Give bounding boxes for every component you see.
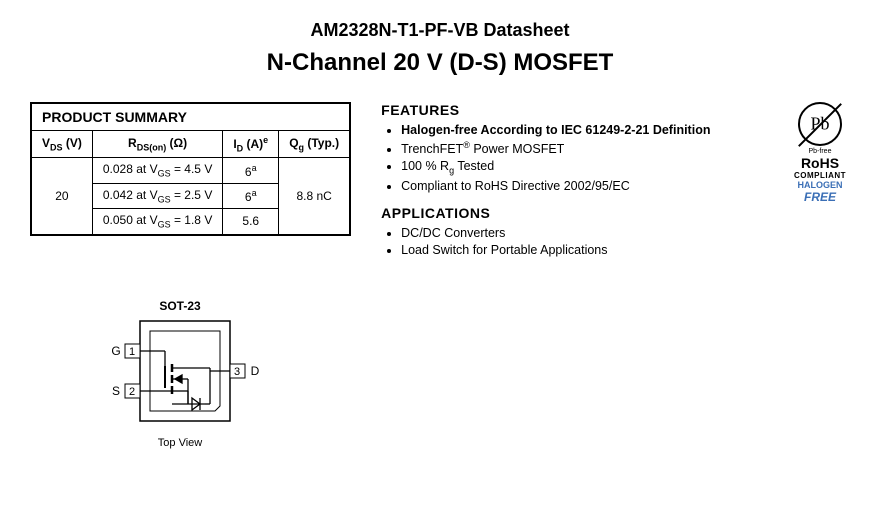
title-part-number: AM2328N-T1-PF-VB Datasheet bbox=[30, 20, 850, 41]
col-id: ID (A)e bbox=[223, 131, 279, 158]
col-rds: RDS(on) (Ω) bbox=[92, 131, 222, 158]
package-diagram: 1 G 2 S 3 D bbox=[110, 316, 270, 431]
pin1-label: G bbox=[111, 344, 120, 358]
pin2-label: S bbox=[112, 384, 120, 398]
list-item: TrenchFET® Power MOSFET bbox=[401, 140, 770, 156]
list-item: DC/DC Converters bbox=[401, 226, 770, 240]
qg-value: 8.8 nC bbox=[279, 158, 350, 235]
title-device-type: N-Channel 20 V (D-S) MOSFET bbox=[30, 49, 850, 77]
pin3-label: D bbox=[251, 364, 260, 378]
rds-cell: 0.050 at VGS = 1.8 V bbox=[92, 209, 222, 235]
pbfree-label: Pb-free bbox=[790, 148, 850, 155]
pin2-num: 2 bbox=[129, 386, 135, 398]
halogen-label: HALOGEN bbox=[790, 180, 850, 190]
table-title: PRODUCT SUMMARY bbox=[31, 103, 350, 131]
compliant-label: COMPLIANT bbox=[790, 171, 850, 180]
applications-header: APPLICATIONS bbox=[381, 205, 770, 221]
package-caption: Top View bbox=[110, 437, 250, 449]
pb-free-icon: Pb bbox=[798, 102, 842, 146]
list-item: 100 % Rg Tested bbox=[401, 159, 770, 176]
rds-cell: 0.042 at VGS = 2.5 V bbox=[92, 183, 222, 208]
id-cell: 5.6 bbox=[223, 209, 279, 235]
package-name: SOT-23 bbox=[110, 299, 250, 313]
id-cell: 6a bbox=[223, 183, 279, 208]
features-list: Halogen-free According to IEC 61249-2-21… bbox=[381, 123, 770, 193]
pin1-num: 1 bbox=[129, 346, 135, 358]
rohs-label: RoHS bbox=[790, 155, 850, 171]
features-header: FEATURES bbox=[381, 102, 770, 118]
compliance-badges: Pb Pb-free RoHS COMPLIANT HALOGEN FREE bbox=[790, 102, 850, 204]
list-item: Halogen-free According to IEC 61249-2-21… bbox=[401, 123, 770, 137]
product-summary-table: PRODUCT SUMMARY VDS (V) RDS(on) (Ω) ID (… bbox=[30, 102, 351, 236]
applications-list: DC/DC Converters Load Switch for Portabl… bbox=[381, 226, 770, 257]
col-vds: VDS (V) bbox=[31, 131, 92, 158]
list-item: Load Switch for Portable Applications bbox=[401, 243, 770, 257]
rds-cell: 0.028 at VGS = 4.5 V bbox=[92, 158, 222, 183]
table-row: 20 0.028 at VGS = 4.5 V 6a 8.8 nC bbox=[31, 158, 350, 183]
col-qg: Qg (Typ.) bbox=[279, 131, 350, 158]
list-item: Compliant to RoHS Directive 2002/95/EC bbox=[401, 179, 770, 193]
free-label: FREE bbox=[790, 190, 850, 204]
id-cell: 6a bbox=[223, 158, 279, 183]
vds-value: 20 bbox=[31, 158, 92, 235]
pin3-num: 3 bbox=[234, 366, 240, 378]
